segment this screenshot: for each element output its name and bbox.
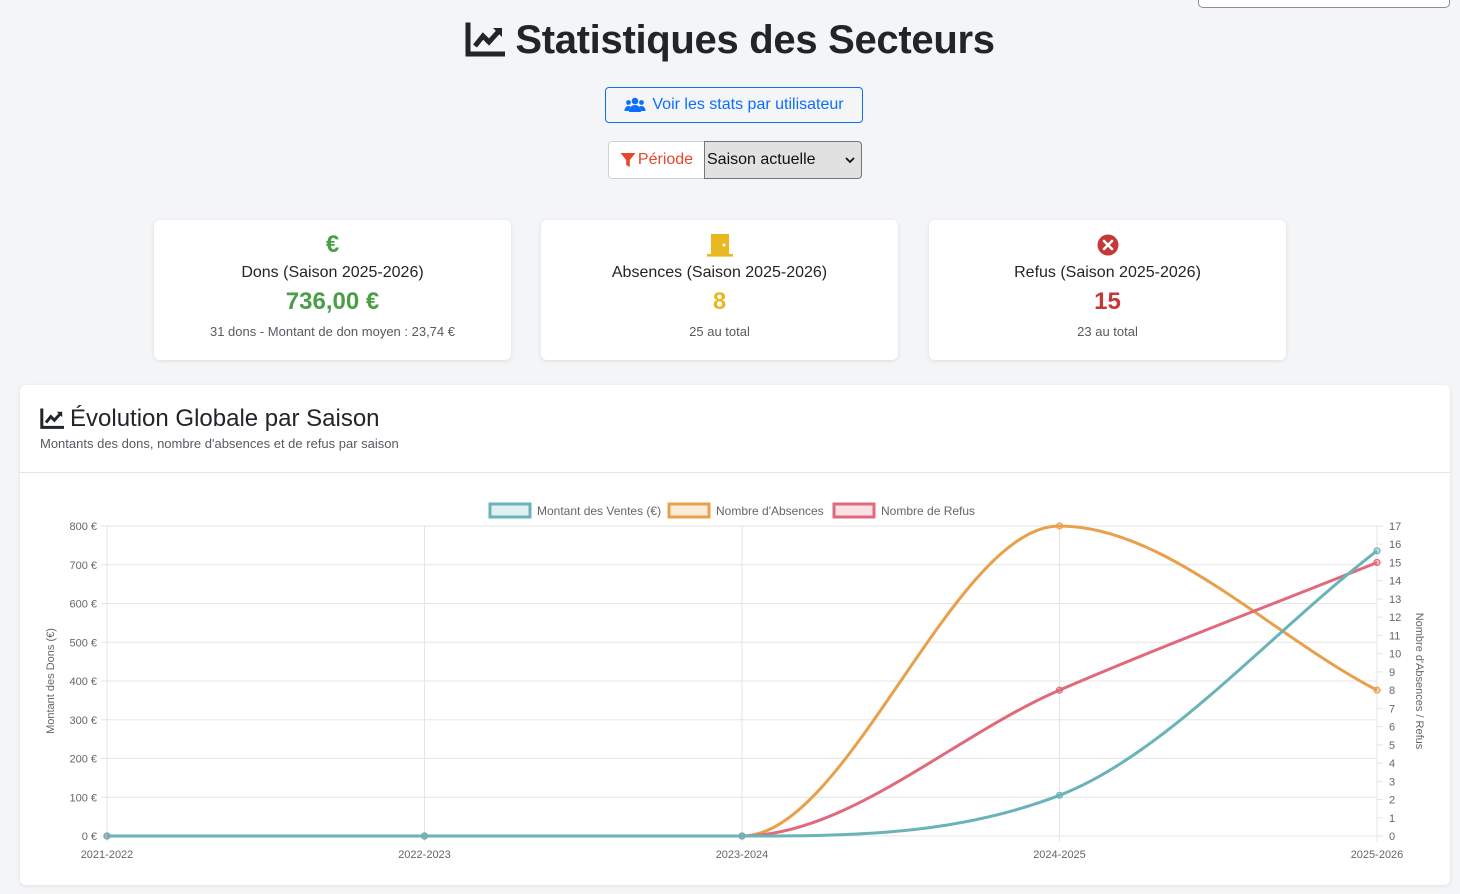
- absences-subtext: 25 au total: [689, 324, 750, 339]
- right-axis-title: Nombre d'Absences / Refus: [1413, 613, 1425, 750]
- x-tick-label: 2021-2022: [81, 849, 134, 861]
- x-tick-label: 2022-2023: [398, 849, 451, 861]
- legend-swatch: [488, 502, 532, 519]
- x-tick-label: 2025-2026: [1351, 849, 1404, 861]
- left-tick-label: 700 €: [69, 560, 97, 572]
- left-tick-label: 400 €: [69, 676, 97, 688]
- chart-title: Évolution Globale par Saison: [40, 405, 380, 433]
- filter-icon: [620, 153, 636, 167]
- data-point: [1373, 547, 1381, 555]
- right-tick-label: 4: [1389, 758, 1395, 770]
- chart-line-icon: [465, 22, 506, 57]
- period-filter: Période Saison actuelle: [608, 141, 862, 179]
- donations-subtext: 31 dons - Montant de don moyen : 23,74 €: [209, 324, 455, 339]
- top-right-search-box[interactable]: [1198, 0, 1450, 8]
- right-tick-label: 13: [1389, 594, 1401, 606]
- right-tick-label: 2: [1389, 795, 1395, 807]
- legend-label: Nombre d'Absences: [716, 504, 824, 518]
- right-tick-label: 16: [1389, 539, 1401, 551]
- right-tick-label: 3: [1389, 776, 1395, 788]
- data-point: [103, 832, 111, 840]
- legend-swatch: [832, 502, 876, 519]
- period-select[interactable]: Saison actuelle: [704, 141, 862, 179]
- data-point: [1373, 558, 1381, 567]
- users-icon: [624, 97, 646, 112]
- legend-label: Nombre de Refus: [881, 504, 975, 518]
- refusals-value: 15: [1094, 288, 1121, 315]
- right-tick-label: 7: [1389, 703, 1395, 715]
- right-tick-label: 8: [1389, 685, 1395, 697]
- page-title: Statistiques des Secteurs: [0, 14, 1460, 66]
- data-point: [420, 832, 429, 840]
- legend-label: Montant des Ventes (€): [537, 504, 661, 518]
- data-point: [1055, 686, 1064, 694]
- user-stats-button-label: Voir les stats par utilisateur: [652, 96, 844, 113]
- data-point: [738, 832, 746, 840]
- series-line: [106, 549, 1378, 838]
- donations-value: 736,00 €: [285, 288, 380, 315]
- refusals-subtext: 23 au total: [1077, 324, 1138, 339]
- right-tick-label: 6: [1389, 722, 1395, 734]
- data-point: [1055, 522, 1064, 530]
- chart-line-icon: [40, 408, 64, 429]
- x-tick-label: 2023-2024: [716, 849, 769, 861]
- left-tick-label: 200 €: [69, 754, 97, 766]
- x-tick-label: 2024-2025: [1033, 849, 1086, 861]
- left-axis-title: Montant des Dons (€): [45, 628, 57, 734]
- right-tick-label: 12: [1389, 612, 1401, 624]
- right-tick-label: 9: [1389, 667, 1395, 679]
- right-tick-label: 17: [1389, 521, 1401, 533]
- right-tick-label: 14: [1389, 576, 1401, 588]
- period-label: Période: [608, 141, 704, 179]
- chart-title-text: Évolution Globale par Saison: [70, 405, 380, 432]
- right-tick-label: 1: [1389, 813, 1395, 825]
- right-tick-label: 15: [1389, 557, 1401, 569]
- page-title-text: Statistiques des Secteurs: [515, 17, 995, 62]
- right-tick-label: 10: [1389, 649, 1401, 661]
- refusals-card: Refus (Saison 2025-2026) 15 23 au total: [929, 220, 1286, 360]
- left-tick-label: 600 €: [69, 599, 97, 611]
- refusals-title: Refus (Saison 2025-2026): [1014, 264, 1201, 281]
- donations-card: € Dons (Saison 2025-2026) 736,00 € 31 do…: [154, 220, 511, 360]
- user-stats-button[interactable]: Voir les stats par utilisateur: [605, 87, 863, 123]
- evolution-chart: 0 €100 €200 €300 €400 €500 €600 €700 €80…: [45, 502, 1425, 861]
- left-tick-label: 100 €: [69, 792, 97, 804]
- right-tick-label: 0: [1389, 831, 1395, 843]
- absences-value: 8: [712, 288, 727, 315]
- donations-title: Dons (Saison 2025-2026): [241, 264, 424, 281]
- period-label-text: Période: [637, 151, 694, 168]
- legend-swatch: [667, 502, 711, 519]
- x-circle-icon: [1097, 234, 1118, 256]
- right-tick-label: 11: [1389, 630, 1400, 642]
- data-point: [1373, 686, 1381, 694]
- door-icon: [706, 234, 733, 257]
- right-tick-label: 5: [1389, 740, 1395, 752]
- left-tick-label: 0 €: [82, 831, 97, 843]
- left-tick-label: 500 €: [69, 637, 97, 649]
- data-point: [1055, 791, 1064, 799]
- evolution-chart-card: Évolution Globale par Saison Montants de…: [20, 385, 1450, 885]
- left-tick-label: 800 €: [69, 521, 97, 533]
- absences-title: Absences (Saison 2025-2026): [611, 264, 828, 281]
- absences-card: Absences (Saison 2025-2026) 8 25 au tota…: [541, 220, 898, 360]
- period-select-value: Saison actuelle: [707, 151, 816, 168]
- chart-subtitle: Montants des dons, nombre d'absences et …: [40, 436, 399, 451]
- chart-header: Évolution Globale par Saison Montants de…: [20, 385, 1450, 473]
- chevron-down-icon: [845, 157, 855, 164]
- euro-icon: €: [325, 231, 340, 258]
- left-tick-label: 300 €: [69, 715, 97, 727]
